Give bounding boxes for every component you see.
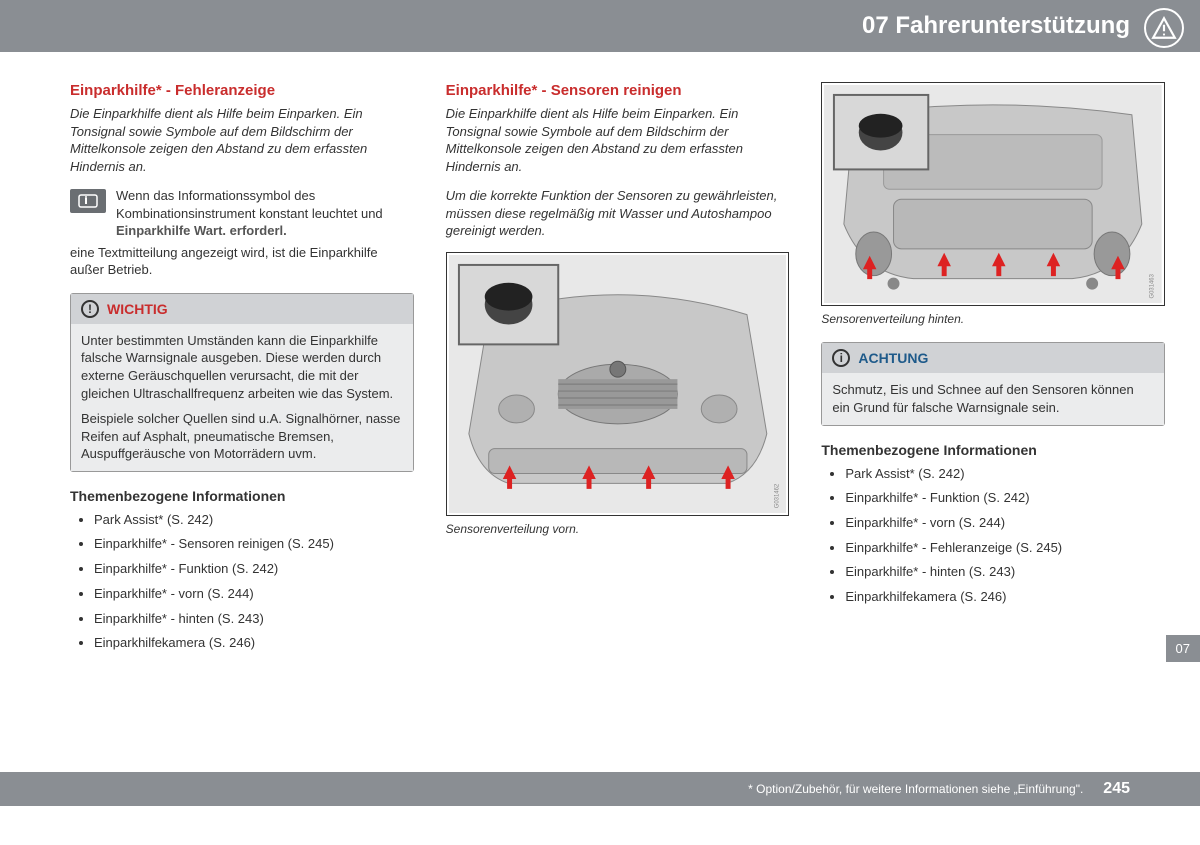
list-item: Einparkhilfe* - hinten (S. 243) <box>94 607 414 632</box>
list-item: Park Assist* (S. 242) <box>94 508 414 533</box>
footer-note: * Option/Zubehör, für weitere Informatio… <box>748 782 1083 796</box>
related-heading: Themenbezogene Informationen <box>70 488 414 504</box>
related-list: Park Assist* (S. 242) Einparkhilfe* - Se… <box>70 508 414 656</box>
info-i-icon: i <box>832 349 850 367</box>
box-header: i ACHTUNG <box>822 343 1164 373</box>
box-title-wichtig: WICHTIG <box>107 301 168 317</box>
exclamation-icon: ! <box>81 300 99 318</box>
list-item: Einparkhilfekamera (S. 246) <box>845 585 1165 610</box>
svg-text:G031462: G031462 <box>774 484 780 508</box>
related-list: Park Assist* (S. 242) Einparkhilfe* - Fu… <box>821 462 1165 610</box>
page-number: 245 <box>1103 780 1130 798</box>
figure-front-sensors: G031462 <box>446 252 790 516</box>
box-paragraph: Beispiele solcher Quellen sind u.A. Sign… <box>81 410 403 463</box>
figure-rear-sensors: G031463 <box>821 82 1165 306</box>
list-item: Einparkhilfe* - Funktion (S. 242) <box>94 557 414 582</box>
list-item: Park Assist* (S. 242) <box>845 462 1165 487</box>
section-heading-sensoren: Einparkhilfe* - Sensoren reinigen <box>446 82 790 99</box>
box-title-achtung: ACHTUNG <box>858 350 928 366</box>
info-continuation: eine Textmitteilung angezeigt wird, ist … <box>70 244 414 279</box>
display-info-icon <box>70 189 106 213</box>
related-heading: Themenbezogene Informationen <box>821 442 1165 458</box>
intro-text: Die Einparkhilfe dient als Hilfe beim Ei… <box>446 105 790 175</box>
column-3: G031463 Sensorenverteilung hinten. i ACH… <box>821 82 1165 752</box>
important-box: ! WICHTIG Unter bestimmten Umständen kan… <box>70 293 414 472</box>
achtung-box: i ACHTUNG Schmutz, Eis und Schnee auf de… <box>821 342 1165 425</box>
svg-text:G031463: G031463 <box>1150 273 1156 298</box>
chapter-title: 07 Fahrerunterstützung <box>862 12 1130 40</box>
intro-text: Um die korrekte Funktion der Sensoren zu… <box>446 187 790 240</box>
info-text: Wenn das Informationssymbol des Kombinat… <box>116 187 414 240</box>
warning-triangle-icon <box>1144 8 1184 48</box>
list-item: Einparkhilfe* - Sensoren reinigen (S. 24… <box>94 532 414 557</box>
list-item: Einparkhilfe* - Funktion (S. 242) <box>845 486 1165 511</box>
car-rear-illustration: G031463 <box>824 85 1162 303</box>
column-1: Einparkhilfe* - Fehleranzeige Die Einpar… <box>70 82 414 752</box>
list-item: Einparkhilfe* - Fehleranzeige (S. 245) <box>845 536 1165 561</box>
box-paragraph: Schmutz, Eis und Schnee auf den Sensoren… <box>832 381 1154 416</box>
section-heading-fehleranzeige: Einparkhilfe* - Fehleranzeige <box>70 82 414 99</box>
list-item: Einparkhilfe* - vorn (S. 244) <box>94 582 414 607</box>
car-front-illustration: G031462 <box>449 255 787 513</box>
intro-text: Die Einparkhilfe dient als Hilfe beim Ei… <box>70 105 414 175</box>
box-header: ! WICHTIG <box>71 294 413 324</box>
figure-caption-rear: Sensorenverteilung hinten. <box>821 312 1165 326</box>
list-item: Einparkhilfe* - vorn (S. 244) <box>845 511 1165 536</box>
page-footer: * Option/Zubehör, für weitere Informatio… <box>0 772 1200 806</box>
box-body: Schmutz, Eis und Schnee auf den Sensoren… <box>822 373 1164 424</box>
list-item: Einparkhilfekamera (S. 246) <box>94 631 414 656</box>
list-item: Einparkhilfe* - hinten (S. 243) <box>845 560 1165 585</box>
info-block: Wenn das Informationssymbol des Kombinat… <box>70 187 414 240</box>
box-body: Unter bestimmten Umständen kann die Einp… <box>71 324 413 471</box>
page-header: 07 Fahrerunterstützung <box>0 0 1200 52</box>
figure-caption-front: Sensorenverteilung vorn. <box>446 522 790 536</box>
chapter-side-tab: 07 <box>1166 635 1200 662</box>
page-content: Einparkhilfe* - Fehleranzeige Die Einpar… <box>0 52 1200 772</box>
box-paragraph: Unter bestimmten Umständen kann die Einp… <box>81 332 403 402</box>
column-2: Einparkhilfe* - Sensoren reinigen Die Ei… <box>446 82 790 752</box>
